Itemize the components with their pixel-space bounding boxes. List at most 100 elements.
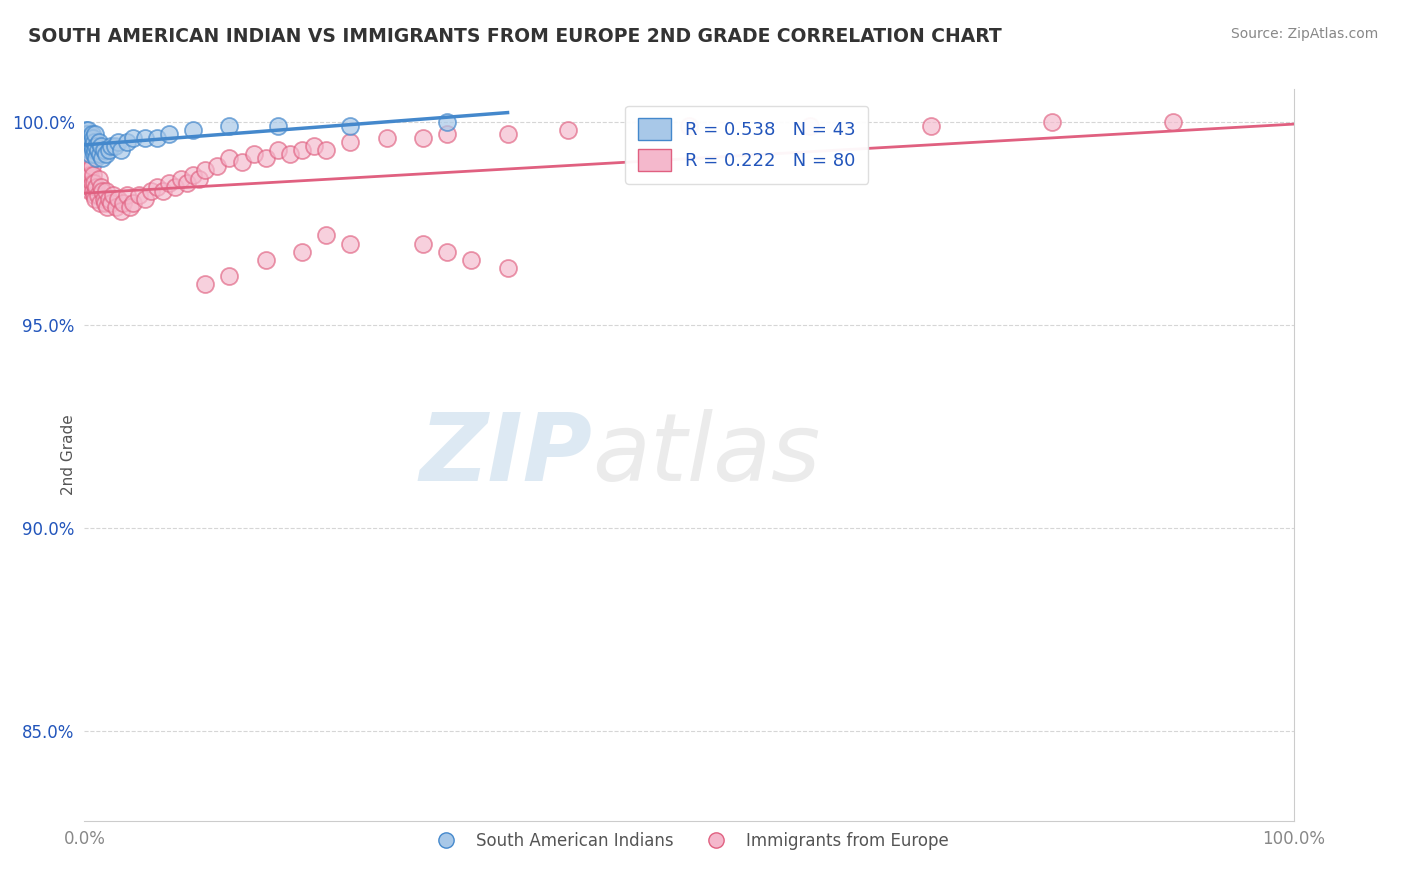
- Point: [86, 151, 108, 165]
- Point: [315, 228, 337, 243]
- Point: [84, 143, 107, 157]
- Point: [90, 179, 112, 194]
- Point: [436, 114, 458, 128]
- Point: [176, 176, 198, 190]
- Point: [339, 236, 361, 251]
- Point: [87, 171, 110, 186]
- Point: [1161, 114, 1184, 128]
- Point: [302, 139, 325, 153]
- Point: [107, 135, 129, 149]
- Point: [157, 176, 180, 190]
- Point: [121, 131, 143, 145]
- Point: [83, 176, 105, 190]
- Point: [291, 244, 314, 259]
- Point: [75, 155, 97, 169]
- Point: [89, 196, 111, 211]
- Point: [86, 143, 108, 157]
- Point: [97, 192, 120, 206]
- Text: SOUTH AMERICAN INDIAN VS IMMIGRANTS FROM EUROPE 2ND GRADE CORRELATION CHART: SOUTH AMERICAN INDIAN VS IMMIGRANTS FROM…: [28, 27, 1002, 45]
- Point: [77, 171, 100, 186]
- Point: [84, 127, 107, 141]
- Point: [152, 184, 174, 198]
- Point: [412, 236, 434, 251]
- Point: [94, 184, 117, 198]
- Point: [375, 131, 398, 145]
- Point: [104, 139, 127, 153]
- Point: [93, 143, 115, 157]
- Point: [181, 168, 204, 182]
- Point: [315, 143, 337, 157]
- Point: [75, 123, 97, 137]
- Point: [79, 147, 101, 161]
- Point: [128, 187, 150, 202]
- Point: [83, 135, 105, 149]
- Point: [254, 151, 277, 165]
- Point: [339, 119, 361, 133]
- Point: [77, 163, 100, 178]
- Point: [436, 244, 458, 259]
- Point: [170, 171, 193, 186]
- Point: [77, 155, 100, 169]
- Point: [76, 127, 98, 141]
- Point: [115, 187, 138, 202]
- Point: [86, 187, 108, 202]
- Point: [1040, 114, 1063, 128]
- Point: [112, 196, 135, 211]
- Point: [79, 168, 101, 182]
- Point: [110, 204, 132, 219]
- Text: atlas: atlas: [592, 409, 821, 500]
- Point: [77, 139, 100, 153]
- Point: [120, 200, 142, 214]
- Point: [82, 131, 104, 145]
- Point: [218, 269, 240, 284]
- Point: [96, 200, 118, 214]
- Point: [94, 196, 117, 211]
- Point: [254, 252, 277, 267]
- Point: [75, 127, 97, 141]
- Point: [80, 127, 103, 141]
- Point: [799, 119, 821, 133]
- Point: [194, 277, 217, 292]
- Point: [94, 147, 117, 161]
- Point: [79, 184, 101, 198]
- Point: [231, 155, 253, 169]
- Point: [496, 260, 519, 275]
- Point: [134, 131, 156, 145]
- Point: [100, 139, 122, 153]
- Point: [291, 143, 314, 157]
- Point: [103, 187, 125, 202]
- Point: [77, 135, 100, 149]
- Point: [107, 192, 129, 206]
- Point: [146, 131, 169, 145]
- Point: [77, 143, 100, 157]
- Point: [76, 163, 98, 178]
- Point: [412, 131, 434, 145]
- Point: [93, 192, 115, 206]
- Point: [194, 163, 217, 178]
- Point: [121, 196, 143, 211]
- Point: [83, 187, 105, 202]
- Point: [80, 176, 103, 190]
- Point: [267, 143, 290, 157]
- Point: [267, 119, 290, 133]
- Point: [82, 168, 104, 182]
- Point: [139, 184, 162, 198]
- Point: [181, 123, 204, 137]
- Text: Source: ZipAtlas.com: Source: ZipAtlas.com: [1230, 27, 1378, 41]
- Point: [86, 179, 108, 194]
- Point: [77, 131, 100, 145]
- Point: [77, 179, 100, 194]
- Y-axis label: 2nd Grade: 2nd Grade: [60, 415, 76, 495]
- Point: [82, 143, 104, 157]
- Point: [678, 119, 700, 133]
- Point: [91, 184, 114, 198]
- Point: [557, 123, 579, 137]
- Point: [134, 192, 156, 206]
- Point: [146, 179, 169, 194]
- Point: [87, 135, 110, 149]
- Point: [97, 143, 120, 157]
- Point: [920, 119, 942, 133]
- Point: [89, 147, 111, 161]
- Point: [165, 179, 187, 194]
- Point: [76, 151, 98, 165]
